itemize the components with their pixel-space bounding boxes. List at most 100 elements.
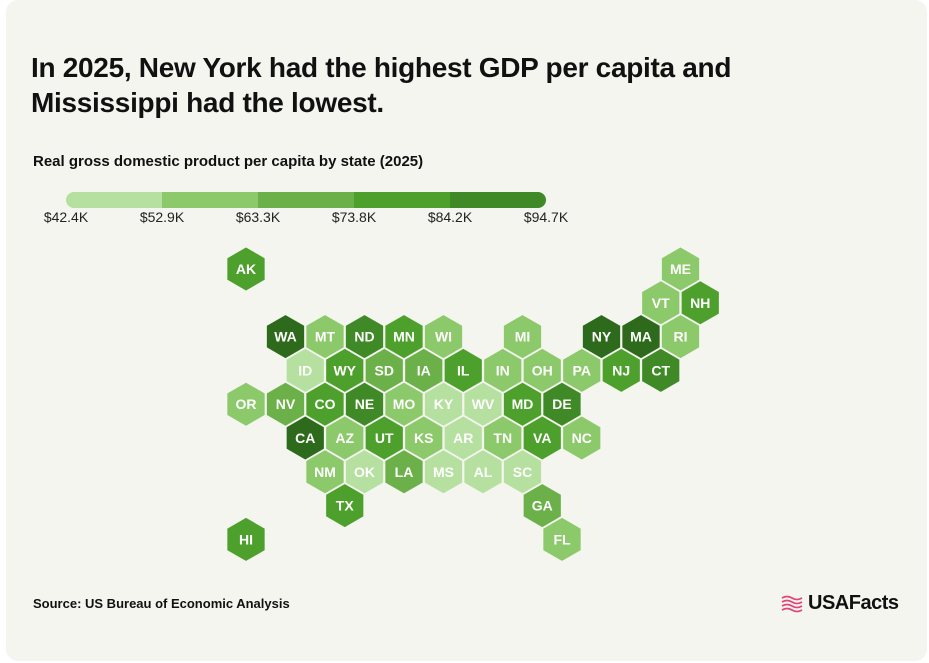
state-hex-tx: TX xyxy=(324,482,365,529)
state-label: MO xyxy=(393,396,416,412)
state-hex-ia: IA xyxy=(403,347,444,394)
state-label: CT xyxy=(651,362,670,378)
legend-segment-4 xyxy=(354,192,450,208)
state-label: PA xyxy=(573,362,591,378)
state-label: NJ xyxy=(612,362,630,378)
state-hex-fl: FL xyxy=(541,516,583,563)
state-label: MA xyxy=(630,329,652,345)
state-hex-mt: MT xyxy=(304,313,346,360)
state-hex-sc: SC xyxy=(502,448,543,496)
state-label: WV xyxy=(472,396,495,412)
state-label: WY xyxy=(333,362,356,378)
state-label: NE xyxy=(355,396,374,412)
state-hex-or: OR xyxy=(225,380,267,428)
state-hex-ri: RI xyxy=(660,313,701,360)
state-hex-wy: WY xyxy=(324,347,365,394)
state-label: HI xyxy=(239,531,253,547)
legend-label: $94.7K xyxy=(523,209,569,225)
state-label: IN xyxy=(496,362,510,378)
state-label: MS xyxy=(433,464,454,480)
state-label: OK xyxy=(354,464,375,480)
state-hex-shape xyxy=(601,347,642,394)
state-hex-vt: VT xyxy=(640,279,681,327)
legend-label: $63.3K xyxy=(235,209,281,225)
state-label: ND xyxy=(354,329,374,345)
state-label: NC xyxy=(572,430,592,446)
legend-label: $52.9K xyxy=(139,209,185,225)
state-label: MN xyxy=(393,329,415,345)
state-label: ME xyxy=(670,261,691,277)
state-label: MI xyxy=(515,329,531,345)
state-label: MD xyxy=(512,396,534,412)
state-hex-shape xyxy=(225,245,267,293)
state-label: VT xyxy=(652,295,670,311)
state-label: CA xyxy=(295,430,315,446)
state-hex-shape xyxy=(541,516,583,563)
state-label: KS xyxy=(414,430,433,446)
state-hex-shape xyxy=(561,414,602,462)
page-title: In 2025, New York had the highest GDP pe… xyxy=(31,52,732,118)
legend-segment-3 xyxy=(258,192,354,208)
state-label: DE xyxy=(552,396,571,412)
chart-subtitle: Real gross domestic product per capita b… xyxy=(33,153,424,170)
state-label: IL xyxy=(457,362,470,378)
state-label: IA xyxy=(417,362,431,378)
state-label: NV xyxy=(276,396,296,412)
state-label: NY xyxy=(592,329,612,345)
state-hex-hi: HI xyxy=(225,516,267,563)
state-hex-nh: NH xyxy=(680,279,721,327)
state-label: WI xyxy=(435,329,452,345)
state-label: LA xyxy=(395,464,414,480)
source-note: Source: US Bureau of Economic Analysis xyxy=(33,596,290,611)
state-label: KY xyxy=(434,396,454,412)
state-hex-co: CO xyxy=(304,380,346,428)
state-hex-shape xyxy=(225,516,267,563)
state-hex-ca: CA xyxy=(285,414,326,462)
state-hex-ms: MS xyxy=(423,448,464,496)
state-label: SD xyxy=(375,362,394,378)
state-label: TN xyxy=(493,430,512,446)
legend-label: $84.2K xyxy=(427,209,473,225)
state-label: WA xyxy=(274,329,297,345)
state-label: RI xyxy=(674,329,688,345)
state-hex-me: ME xyxy=(660,245,701,293)
state-label: FL xyxy=(553,531,571,547)
legend-label: $73.8K xyxy=(331,209,377,225)
state-label: NH xyxy=(690,295,710,311)
state-label: AZ xyxy=(335,430,354,446)
state-label: AL xyxy=(474,464,493,480)
state-hex-ak: AK xyxy=(225,245,267,293)
state-hex-mi: MI xyxy=(502,313,543,360)
legend-segment-2 xyxy=(162,192,258,208)
state-label: OR xyxy=(236,396,257,412)
state-hex-nm: NM xyxy=(304,448,346,496)
state-label: TX xyxy=(336,498,355,514)
state-hex-nc: NC xyxy=(561,414,602,462)
legend-label: $42.4K xyxy=(43,209,89,225)
usafacts-logo: USAFacts xyxy=(780,592,899,615)
usafacts-flag-icon xyxy=(781,595,803,612)
state-label: VA xyxy=(533,430,551,446)
logo-text: USAFacts xyxy=(808,592,899,614)
state-label: AK xyxy=(236,261,256,277)
state-hex-nj: NJ xyxy=(601,347,642,394)
state-hex-in: IN xyxy=(482,347,523,394)
state-label: UT xyxy=(375,430,394,446)
state-label: SC xyxy=(513,464,532,480)
state-label: OH xyxy=(532,362,553,378)
state-label: CO xyxy=(315,396,336,412)
legend-segment-1 xyxy=(66,192,162,208)
state-label: AR xyxy=(453,430,473,446)
state-hex-shape xyxy=(324,482,365,529)
legend-segment-5 xyxy=(450,192,546,208)
state-label: GA xyxy=(532,498,553,514)
legend-color-bar xyxy=(66,192,546,208)
state-hex-ks: KS xyxy=(403,414,444,462)
state-hex-ct: CT xyxy=(640,347,681,394)
state-label: MT xyxy=(315,329,336,345)
chart-card xyxy=(6,0,927,661)
state-label: NM xyxy=(314,464,336,480)
state-label: ID xyxy=(298,362,312,378)
state-hex-shape xyxy=(640,347,681,394)
